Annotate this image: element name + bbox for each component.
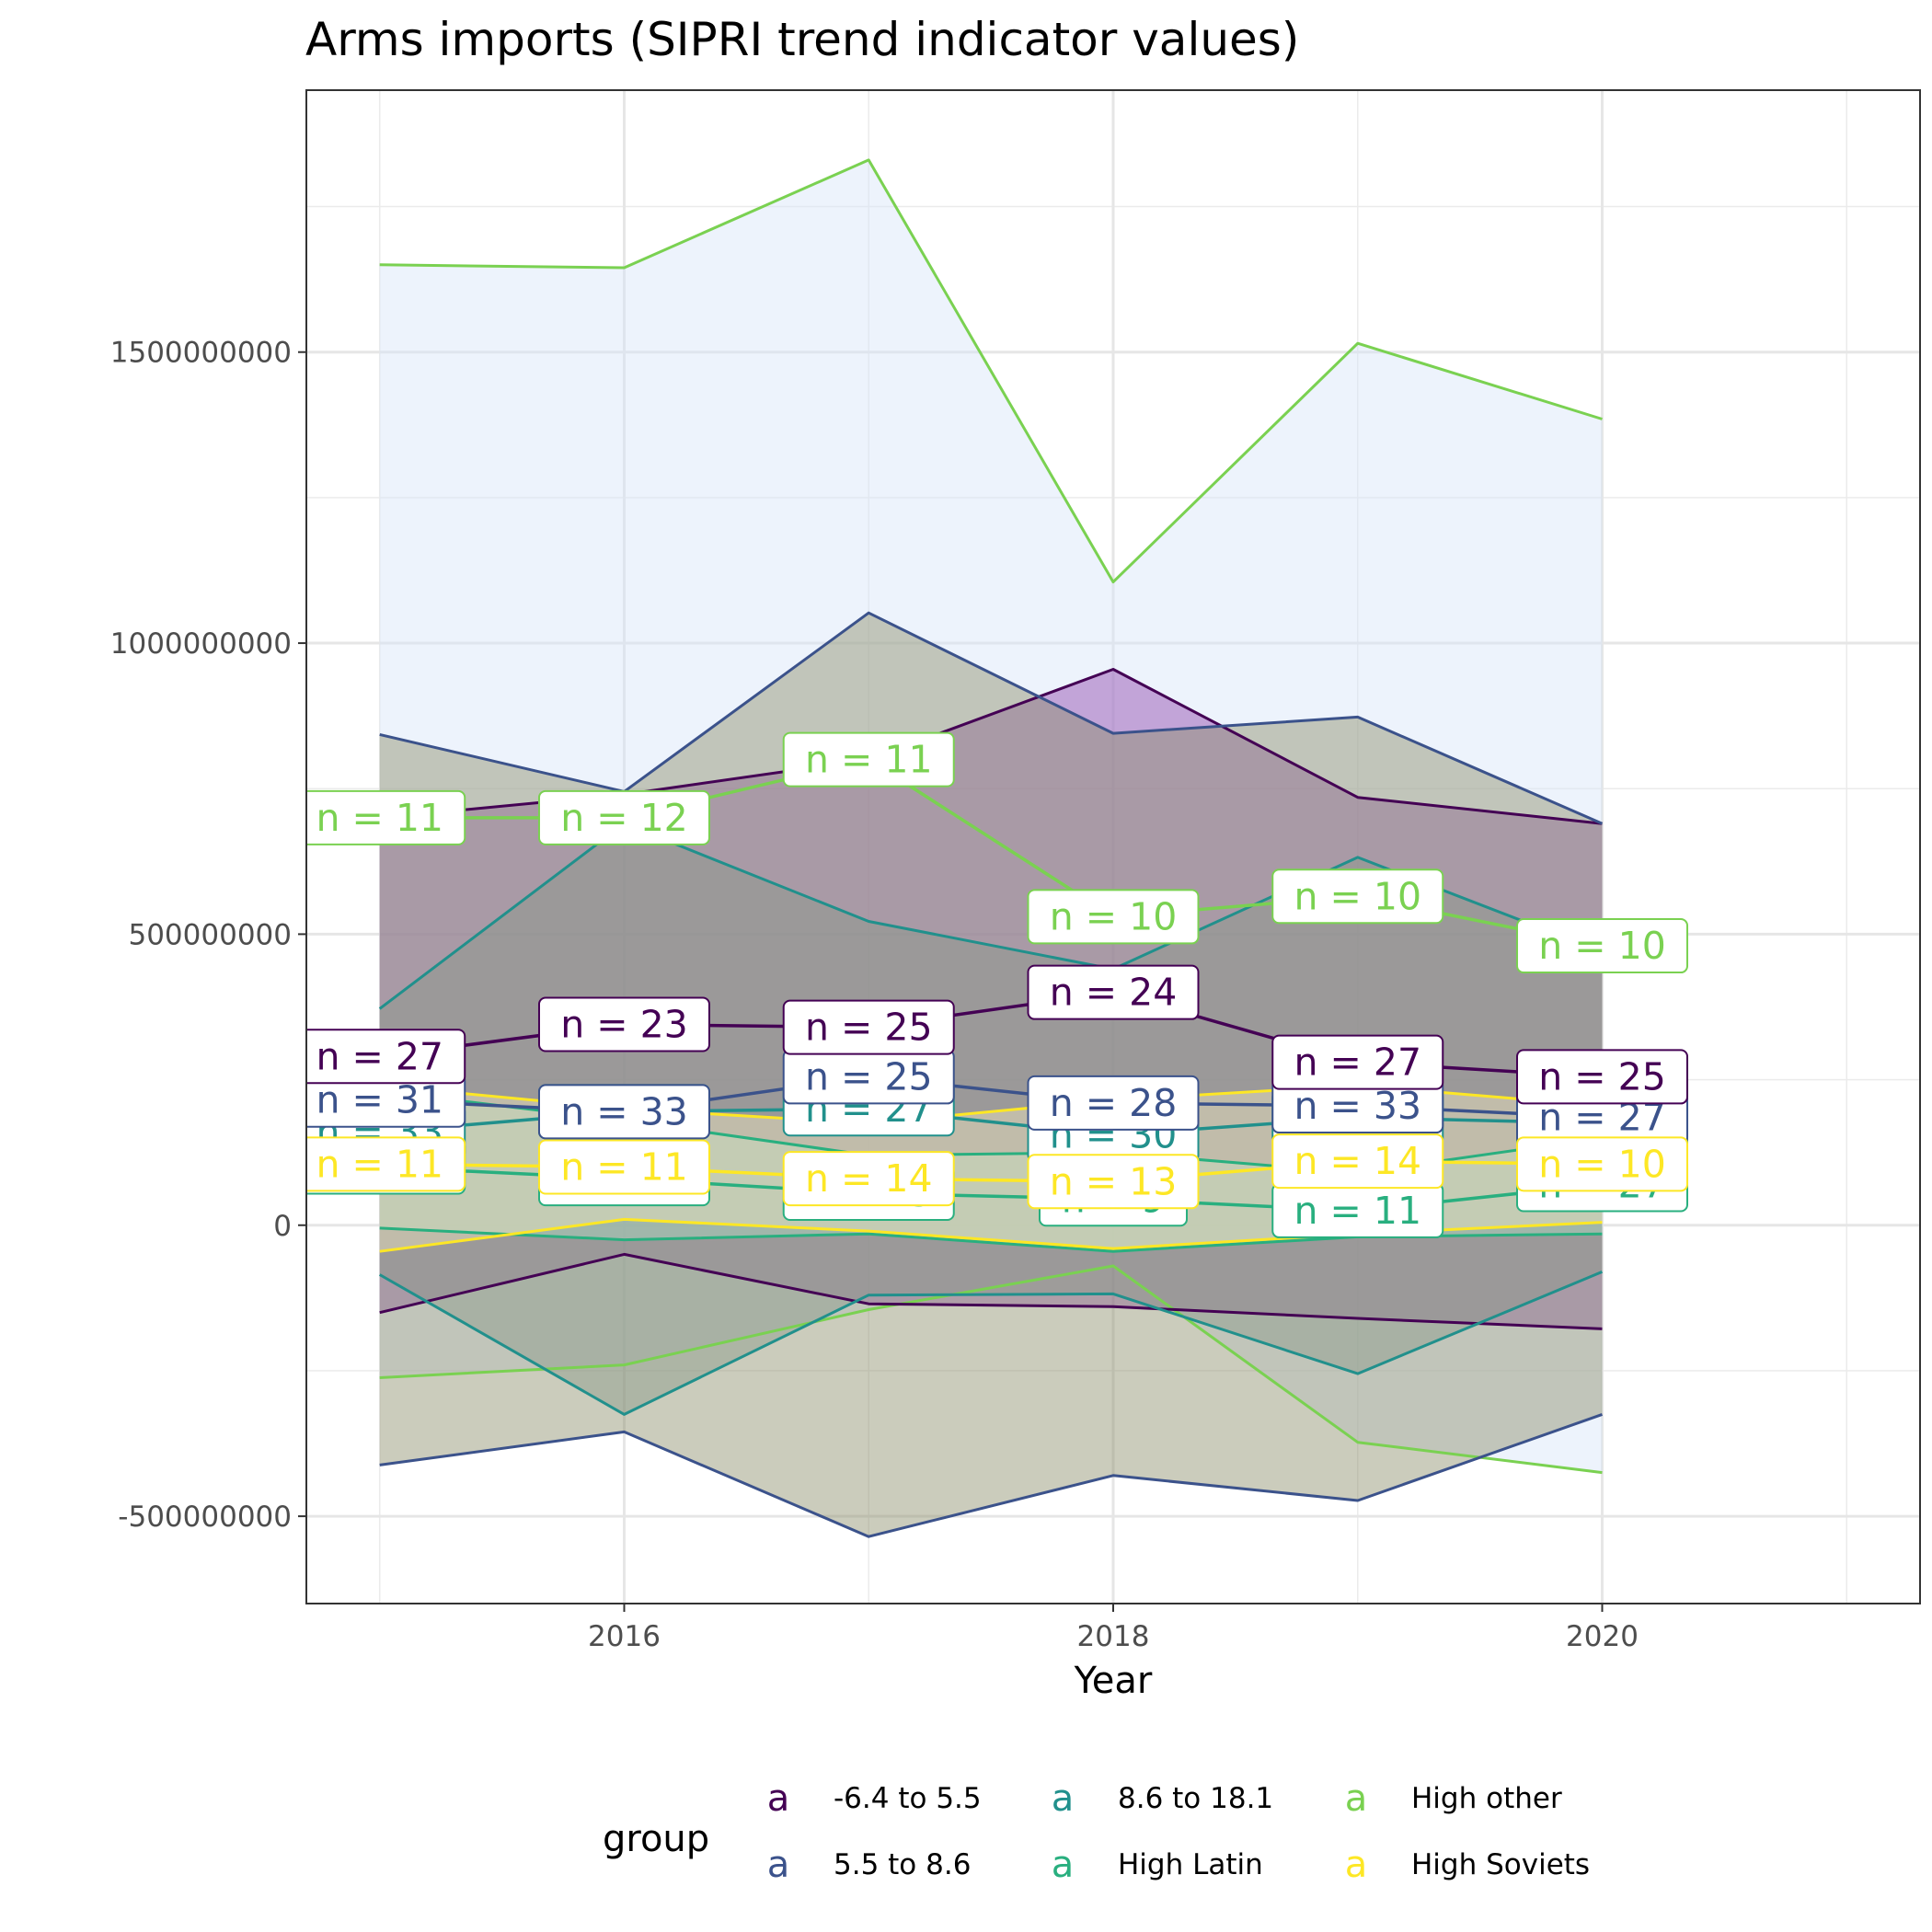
- n-label-text: n = 28: [1050, 1081, 1178, 1125]
- legend-item: a -6.4 to 5.5: [767, 1777, 982, 1820]
- n-label: n = 10: [1516, 1136, 1689, 1192]
- y-tick-label: 500000000: [128, 918, 292, 951]
- x-axis-title: Year: [1074, 1660, 1153, 1702]
- legend-key-glyph: a: [767, 1844, 790, 1886]
- n-label: n = 10: [1027, 889, 1200, 945]
- chart-title: Arms imports (SIPRI trend indicator valu…: [305, 13, 1299, 66]
- lower-bound-line: [379, 1412, 1603, 1538]
- y-axis: -500000000 0 500000000 1000000000 1500000000: [110, 337, 306, 1534]
- n-label: n = 12: [537, 789, 710, 845]
- x-tick-label: 2016: [588, 1620, 661, 1653]
- legend-item: a High Soviets: [1345, 1844, 1590, 1886]
- legend-key-glyph: a: [1052, 1777, 1075, 1820]
- n-label: n = 25: [782, 1049, 955, 1105]
- n-label-text: n = 24: [1050, 971, 1178, 1015]
- upper-bound-line: [379, 158, 1603, 584]
- y-tick-label: 1500000000: [110, 337, 292, 370]
- n-label: n = 11: [306, 1136, 466, 1192]
- n-label: n = 31: [306, 1072, 466, 1128]
- legend-label: 5.5 to 8.6: [834, 1848, 971, 1881]
- n-label-text: n = 23: [560, 1002, 688, 1046]
- n-label-text: n = 11: [316, 1142, 443, 1186]
- n-label: n = 10: [1271, 868, 1444, 925]
- n-label-text: n = 11: [1294, 1189, 1421, 1233]
- legend-label: High other: [1411, 1782, 1562, 1815]
- n-label-text: n = 33: [560, 1089, 688, 1133]
- n-label: n = 33: [1271, 1078, 1444, 1134]
- n-label: n = 23: [537, 996, 710, 1052]
- n-label: n = 11: [1271, 1182, 1444, 1238]
- n-label-text: n = 13: [1050, 1159, 1178, 1203]
- legend-key-glyph: a: [767, 1777, 790, 1820]
- legend-key-glyph: a: [1345, 1844, 1368, 1886]
- legend-label: High Latin: [1118, 1848, 1263, 1881]
- n-label-text: n = 10: [1538, 924, 1666, 968]
- n-label-text: n = 14: [805, 1156, 933, 1201]
- n-label-text: n = 25: [805, 1006, 933, 1050]
- n-label: n = 13: [1027, 1154, 1200, 1210]
- legend-title: group: [603, 1818, 709, 1860]
- n-label-text: n = 33: [1294, 1084, 1421, 1128]
- n-label-text: n = 11: [560, 1144, 688, 1189]
- n-label: n = 24: [1027, 964, 1200, 1020]
- legend-label: High Soviets: [1411, 1848, 1590, 1881]
- legend-item: a 5.5 to 8.6: [767, 1844, 972, 1886]
- x-tick-label: 2020: [1566, 1620, 1639, 1653]
- n-label-text: n = 11: [316, 796, 443, 840]
- n-labels: n = 33n = 33n = 25n = 9n = 11n = 27n = 3…: [306, 731, 1689, 1238]
- n-label: n = 14: [782, 1151, 955, 1207]
- lower-bound-line: [379, 1252, 1603, 1330]
- legend-items: a -6.4 to 5.5 a 5.5 to 8.6 a 8.6 to 18.1 a High…: [767, 1777, 1590, 1886]
- legend-item: a 8.6 to 18.1: [1052, 1777, 1273, 1820]
- legend-item: a High Latin: [1052, 1844, 1263, 1886]
- n-label: n = 33: [537, 1084, 710, 1140]
- n-label: n = 27: [1271, 1034, 1444, 1090]
- n-label: n = 11: [782, 731, 955, 788]
- y-tick-label: 0: [273, 1210, 292, 1243]
- n-label-text: n = 31: [316, 1078, 443, 1122]
- y-tick-label: -500000000: [118, 1501, 292, 1534]
- n-label-text: n = 25: [1538, 1054, 1666, 1098]
- x-axis: 2016 2018 2020: [588, 1604, 1639, 1653]
- n-label-text: n = 11: [805, 738, 933, 782]
- n-label: n = 11: [306, 789, 466, 845]
- n-label: n = 25: [1516, 1049, 1689, 1105]
- y-tick-label: 1000000000: [110, 627, 292, 661]
- n-label-text: n = 10: [1294, 874, 1421, 918]
- legend-key-glyph: a: [1052, 1844, 1075, 1886]
- n-label: n = 25: [782, 999, 955, 1055]
- upper-bound-line: [379, 611, 1604, 825]
- legend: group a -6.4 to 5.5 a 5.5 to 8.6 a 8.6 to 18.…: [603, 1777, 1590, 1886]
- n-label: n = 27: [306, 1029, 466, 1085]
- lower-bound-line: [378, 1271, 1604, 1416]
- plot-panel: n = 33n = 33n = 25n = 9n = 11n = 27n = 3…: [305, 89, 1921, 1604]
- legend-item: a High other: [1345, 1777, 1562, 1820]
- lower-bound-line: [379, 1264, 1603, 1475]
- legend-key-glyph: a: [1345, 1777, 1368, 1820]
- n-label: n = 10: [1516, 918, 1689, 974]
- n-label-text: n = 27: [1294, 1041, 1421, 1085]
- n-label-text: n = 10: [1050, 894, 1178, 938]
- n-label-text: n = 10: [1538, 1142, 1666, 1186]
- n-label: n = 14: [1271, 1133, 1444, 1190]
- n-label: n = 28: [1027, 1075, 1200, 1131]
- x-tick-label: 2018: [1077, 1620, 1150, 1653]
- legend-label: -6.4 to 5.5: [834, 1782, 982, 1815]
- n-label-text: n = 25: [805, 1054, 933, 1098]
- n-label: n = 11: [537, 1139, 710, 1195]
- n-label-text: n = 27: [316, 1034, 443, 1078]
- n-label-text: n = 12: [560, 796, 688, 840]
- n-label-text: n = 14: [1294, 1139, 1421, 1183]
- legend-label: 8.6 to 18.1: [1118, 1782, 1273, 1815]
